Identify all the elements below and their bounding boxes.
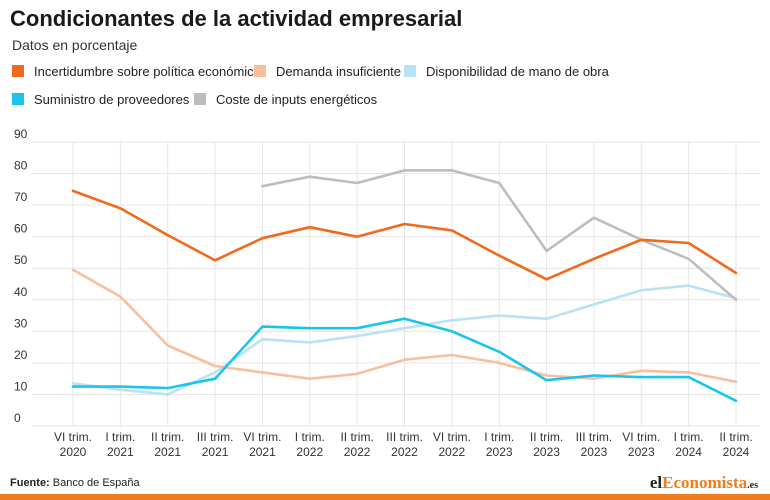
- series-line: [261, 169, 738, 302]
- y-tick-label: 90: [14, 127, 28, 141]
- x-tick-label: 2023: [581, 445, 608, 459]
- x-tick-label: III trim.: [576, 430, 613, 444]
- source-value: Banco de España: [52, 477, 140, 489]
- legend-item-incertidumbre: Incertidumbre sobre política económica: [12, 64, 261, 79]
- y-tick-label: 10: [14, 379, 28, 393]
- x-tick-label: 2021: [107, 445, 134, 459]
- source-label: Fuente:: [10, 477, 50, 489]
- x-tick-label: 2023: [486, 445, 513, 459]
- legend-label: Disponibilidad de mano de obra: [426, 64, 609, 79]
- legend-swatch-icon: [12, 93, 24, 105]
- x-tick-label: I trim.: [295, 430, 325, 444]
- brand-prefix: el: [649, 473, 663, 492]
- legend-swatch-icon: [194, 93, 206, 105]
- legend-label: Demanda insuficiente: [276, 64, 402, 79]
- x-tick-label: 2024: [723, 445, 750, 459]
- series-line: [71, 317, 738, 403]
- x-tick-label: 2022: [344, 445, 371, 459]
- x-tick-label: 2024: [675, 445, 702, 459]
- chart-subtitle: Datos en porcentaje: [12, 37, 138, 53]
- x-tick-label: 2021: [202, 445, 229, 459]
- x-tick-label: I trim.: [105, 430, 135, 444]
- legend-label: Incertidumbre sobre política económica: [34, 64, 261, 79]
- legend-item-suministro: Suministro de proveedores: [12, 92, 189, 107]
- x-tick-label: 2021: [249, 445, 276, 459]
- x-tick-label: I trim.: [484, 430, 514, 444]
- series-line: [71, 189, 738, 281]
- series-line: [71, 284, 738, 396]
- x-tick-label: II trim.: [340, 430, 373, 444]
- chart-title: Condicionantes de la actividad empresari…: [10, 6, 463, 31]
- x-tick-label: 2022: [391, 445, 418, 459]
- x-tick-label: 2023: [533, 445, 560, 459]
- legend-item-energia: Coste de inputs energéticos: [194, 92, 377, 107]
- legend-swatch-icon: [254, 65, 266, 77]
- x-tick-label: 2022: [439, 445, 466, 459]
- y-tick-label: 80: [14, 159, 28, 173]
- x-tick-label: 2021: [154, 445, 181, 459]
- brand-highlight: Economista: [662, 473, 748, 492]
- source-note: Fuente: Banco de España: [10, 477, 140, 489]
- legend-swatch-icon: [404, 65, 416, 77]
- brand-suffix: .es: [747, 480, 758, 491]
- y-tick-label: 40: [14, 285, 28, 299]
- legend-label: Suministro de proveedores: [34, 92, 190, 107]
- y-tick-label: 60: [14, 222, 28, 236]
- x-tick-label: VI trim.: [622, 430, 660, 444]
- legend-item-mano-de-obra: Disponibilidad de mano de obra: [404, 64, 609, 79]
- legend-item-demanda: Demanda insuficiente: [254, 64, 401, 79]
- y-tick-label: 50: [14, 253, 28, 267]
- bottom-accent-bar: [0, 494, 770, 500]
- y-tick-label: 70: [14, 190, 28, 204]
- x-tick-label: III trim.: [197, 430, 234, 444]
- x-tick-label: VI trim.: [243, 430, 281, 444]
- x-tick-label: 2023: [628, 445, 655, 459]
- series-line: [71, 268, 738, 384]
- x-tick-label: VI trim.: [433, 430, 471, 444]
- y-tick-label: 30: [14, 316, 28, 330]
- x-tick-label: 2020: [60, 445, 87, 459]
- x-tick-label: II trim.: [530, 430, 563, 444]
- x-tick-label: II trim.: [151, 430, 184, 444]
- x-tick-label: VI trim.: [54, 430, 92, 444]
- legend-label: Coste de inputs energéticos: [216, 92, 378, 107]
- x-tick-label: II trim.: [719, 430, 752, 444]
- x-tick-label: I trim.: [674, 430, 704, 444]
- legend-swatch-icon: [12, 65, 24, 77]
- x-tick-label: III trim.: [386, 430, 423, 444]
- brand-logo: elEconomista.es: [650, 473, 758, 493]
- y-tick-label: 0: [14, 411, 21, 425]
- y-tick-label: 20: [14, 348, 28, 362]
- x-tick-label: 2022: [296, 445, 323, 459]
